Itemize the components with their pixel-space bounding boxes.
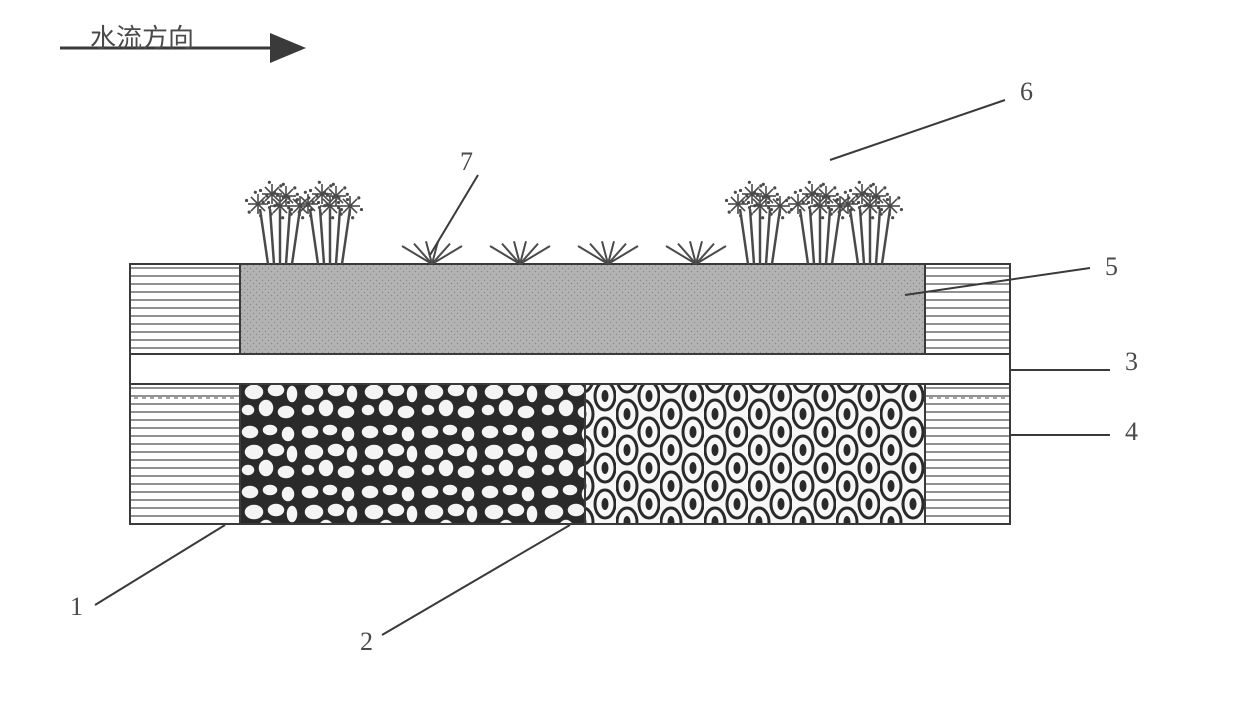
cell-layer	[585, 384, 925, 524]
rubble-layer	[240, 384, 585, 524]
callout-2: 2	[360, 627, 373, 656]
callout-3: 3	[1125, 347, 1138, 376]
callout-6: 6	[1020, 77, 1033, 106]
diagram-canvas: 1 2 3 4 5 6 7	[0, 0, 1240, 706]
bush-icon	[295, 181, 363, 264]
bottom-left-hatch	[130, 384, 240, 524]
gap-layer	[130, 354, 1010, 384]
bush-icon	[785, 181, 853, 264]
leader-line-7	[430, 175, 478, 255]
flow-direction-label: 水流方向	[90, 18, 194, 55]
top-left-hatch	[130, 264, 240, 354]
diagram-svg: 1 2 3 4 5 6 7	[0, 0, 1240, 706]
leader-line-6	[830, 100, 1005, 160]
grass-icon	[666, 241, 726, 264]
bush-icon	[725, 181, 793, 264]
callout-7: 7	[460, 147, 473, 176]
callout-1: 1	[70, 592, 83, 621]
top-fill-layer	[240, 264, 925, 354]
leader-line-1	[95, 525, 225, 605]
bush-icon	[245, 181, 313, 264]
bottom-right-hatch	[925, 384, 1010, 524]
grass-icon	[490, 241, 550, 264]
callout-5: 5	[1105, 252, 1118, 281]
bush-icon	[835, 181, 903, 264]
top-right-hatch	[925, 264, 1010, 354]
callout-4: 4	[1125, 417, 1138, 446]
leader-line-2	[382, 525, 570, 635]
grass-icon	[578, 241, 638, 264]
